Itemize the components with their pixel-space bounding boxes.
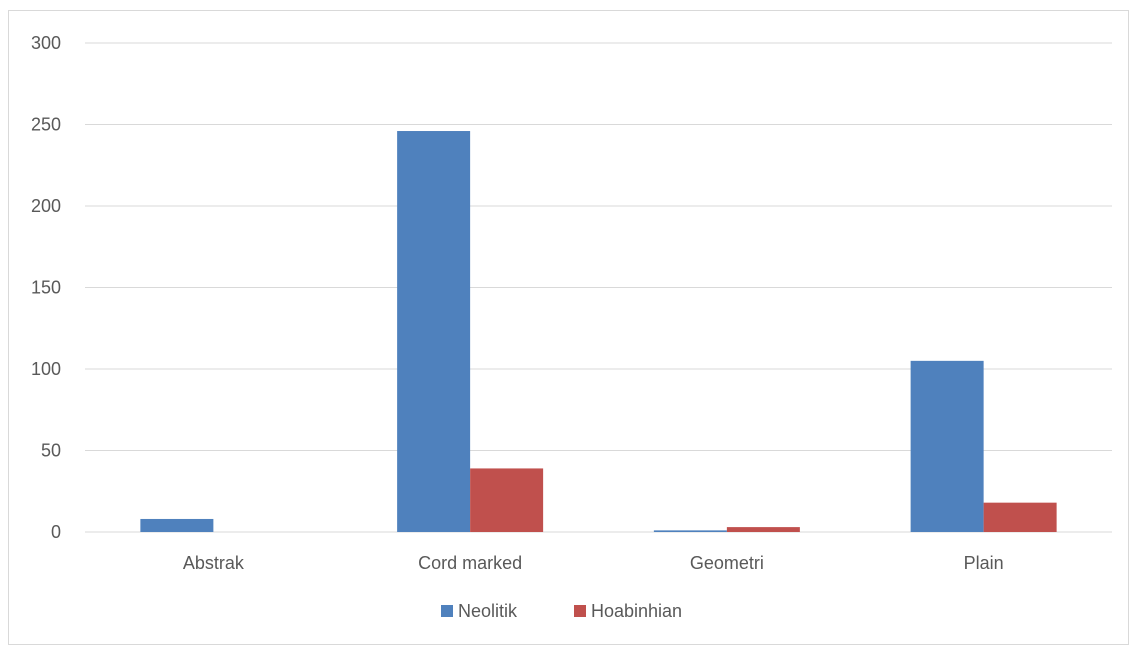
y-tick-label: 250 xyxy=(31,115,61,135)
bar-hoabinhian-plain xyxy=(983,502,1057,532)
bar-neolitik-geometri xyxy=(653,530,727,532)
chart-frame xyxy=(8,10,1129,645)
x-tick-label: Geometri xyxy=(690,553,764,573)
bar-neolitik-plain xyxy=(910,360,984,532)
legend-swatch-neolitik xyxy=(441,605,453,617)
legend-label-hoabinhian: Hoabinhian xyxy=(591,601,682,621)
y-tick-label: 200 xyxy=(31,196,61,216)
x-tick-label: Abstrak xyxy=(183,553,245,573)
x-axis-ticks: Abstrak Cord marked Geometri Plain xyxy=(183,553,1004,573)
y-tick-label: 300 xyxy=(31,33,61,53)
legend: Neolitik Hoabinhian xyxy=(441,601,682,621)
bar-neolitik-cord-marked xyxy=(397,131,471,532)
legend-swatch-hoabinhian xyxy=(574,605,586,617)
x-tick-label: Plain xyxy=(964,553,1004,573)
bars xyxy=(140,131,1057,532)
bar-hoabinhian-cord-marked xyxy=(470,468,544,532)
bar-hoabinhian-geometri xyxy=(726,527,800,532)
y-tick-label: 50 xyxy=(41,441,61,461)
y-axis-ticks: 0 50 100 150 200 250 300 xyxy=(31,33,61,542)
y-tick-label: 150 xyxy=(31,278,61,298)
bar-neolitik-abstrak xyxy=(140,518,214,532)
y-tick-label: 0 xyxy=(51,522,61,542)
legend-label-neolitik: Neolitik xyxy=(458,601,518,621)
y-tick-label: 100 xyxy=(31,359,61,379)
x-tick-label: Cord marked xyxy=(418,553,522,573)
